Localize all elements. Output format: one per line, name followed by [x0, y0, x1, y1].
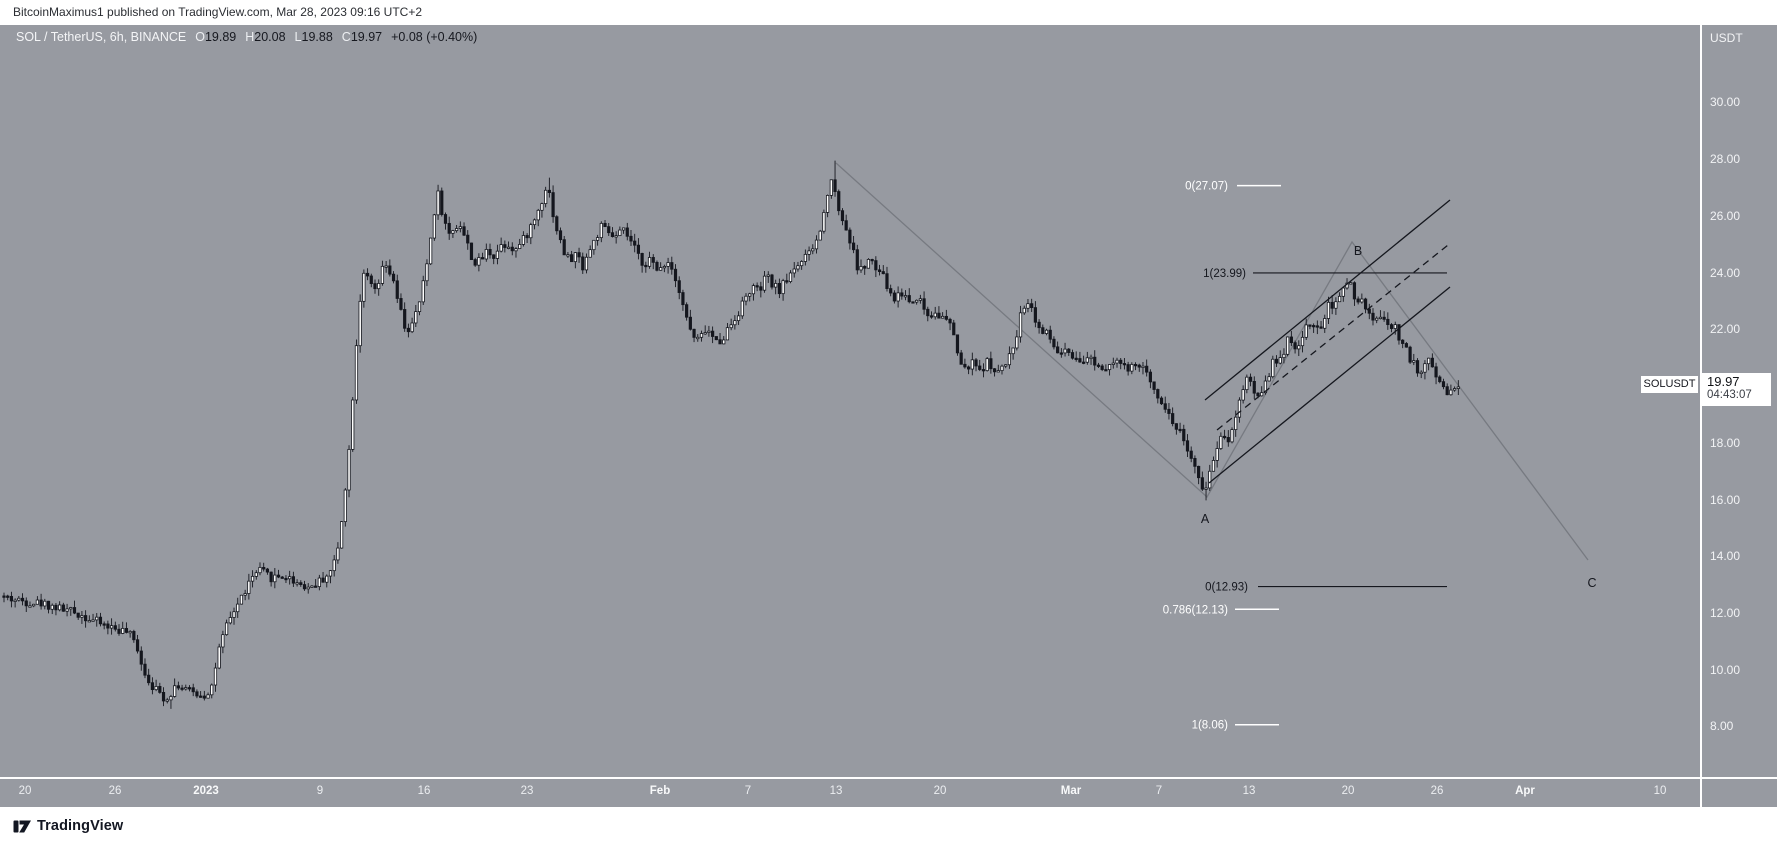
ohlc-key: H — [245, 30, 255, 44]
price-axis[interactable]: 30.0028.0026.0024.0022.0020.0018.0016.00… — [1702, 25, 1777, 777]
axis-corner — [1702, 779, 1777, 807]
ohlc-key: C — [341, 30, 351, 44]
time-tick-label: 26 — [1430, 785, 1444, 797]
time-tick-label: Apr — [1515, 785, 1535, 797]
ohlc-value: 20.08 — [254, 30, 286, 44]
bar-countdown: 04:43:07 — [1707, 389, 1752, 401]
price-tick-label: 18.00 — [1710, 435, 1741, 450]
time-axis-background[interactable] — [0, 779, 1700, 807]
symbol-price-tag: SOLUSDT — [1641, 376, 1698, 393]
quote-currency-label: USDT — [1710, 31, 1743, 45]
ohlc-value: 19.89 — [204, 30, 237, 44]
tradingview-logo[interactable]: TradingView — [13, 816, 123, 836]
price-tick-label: 26.00 — [1710, 208, 1741, 223]
symbol-title: SOL / TetherUS, 6h, BINANCE — [16, 30, 187, 44]
chart-pane[interactable] — [0, 25, 1700, 777]
ohlc-key: O — [195, 30, 205, 44]
price-tick-label: 16.00 — [1710, 492, 1741, 507]
time-axis[interactable]: 20 26 2023 9 16 23 Feb 7 13 20 Mar 7 13 20 26 Apr 10 — [0, 779, 1700, 807]
symbol-legend[interactable]: SOL / TetherUS, 6h, BINANCE O19.89 H20.08 L… — [16, 30, 477, 46]
last-price-box: 19.97 04:43:07 — [1700, 373, 1771, 406]
time-tick-label: 20 — [18, 785, 32, 797]
price-tick-label: 22.00 — [1710, 322, 1741, 337]
publisher-text: BitcoinMaximus1 published on TradingView… — [13, 5, 423, 19]
ohlc-key: L — [294, 30, 302, 44]
footer-bar: TradingView — [0, 807, 1777, 845]
publisher-bar: BitcoinMaximus1 published on TradingView… — [0, 0, 1777, 25]
price-tick-label: 28.00 — [1710, 152, 1741, 167]
price-tick-label: 10.00 — [1710, 662, 1741, 677]
price-tick-label: 14.00 — [1710, 549, 1741, 564]
tradingview-mark-icon — [13, 820, 31, 832]
ohlc-value: 19.88 — [301, 30, 333, 44]
time-tick-label: 13 — [1242, 785, 1256, 797]
price-tick-label: 24.00 — [1710, 265, 1741, 280]
time-tick-label: 20 — [933, 785, 947, 797]
time-tick-label: 23 — [520, 785, 534, 797]
price-tick-label: 30.00 — [1710, 95, 1741, 110]
time-tick-label: 26 — [108, 785, 122, 797]
price-change: +0.08 (+0.40%) — [391, 30, 478, 44]
time-tick-label: 16 — [417, 785, 431, 797]
time-tick-label: Feb — [649, 785, 671, 797]
last-price-value: 19.97 — [1707, 374, 1740, 389]
time-tick-label: Mar — [1060, 785, 1082, 797]
time-tick-label: 2023 — [193, 785, 219, 797]
time-tick-label: 9 — [316, 785, 324, 797]
tradingview-wordmark: TradingView — [37, 818, 124, 834]
time-tick-label: 10 — [1653, 785, 1667, 797]
price-tick-label: 12.00 — [1710, 605, 1741, 620]
time-tick-label: 7 — [1155, 785, 1163, 797]
price-tick-label: 8.00 — [1710, 719, 1734, 734]
time-tick-label: 13 — [829, 785, 843, 797]
time-tick-label: 7 — [744, 785, 752, 797]
ohlc-value: 19.97 — [350, 30, 383, 44]
time-tick-label: 20 — [1341, 785, 1355, 797]
